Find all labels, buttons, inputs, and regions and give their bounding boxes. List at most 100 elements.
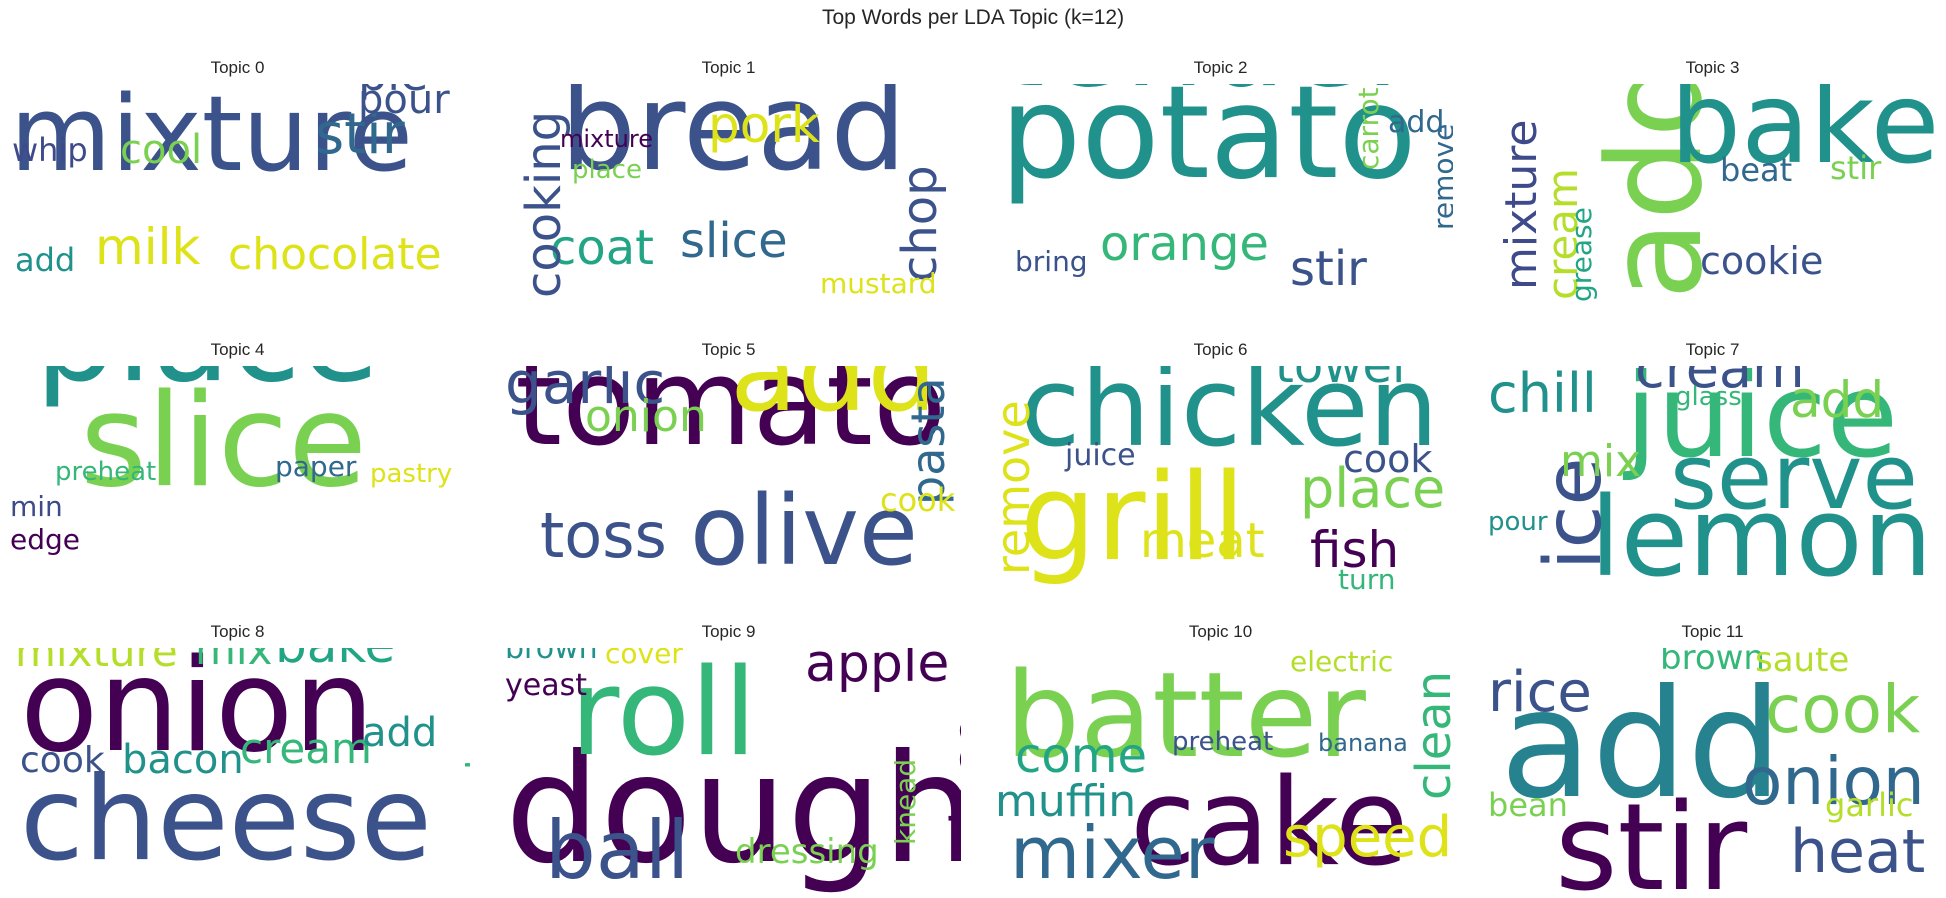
cloud-word: cream xyxy=(1635,366,1805,400)
cloud-word: bring xyxy=(1015,244,1088,278)
word-cloud: placeslicecutfoillinepreheatpaperpastrym… xyxy=(5,366,470,616)
figure-title: Top Words per LDA Topic (k=12) xyxy=(821,6,1125,29)
cloud-word: chicken xyxy=(1020,366,1439,471)
cloud-word: pastry xyxy=(370,459,453,490)
cloud-word: bean xyxy=(1488,786,1568,825)
cloud-word: mixture xyxy=(15,648,178,677)
cloud-word: milk xyxy=(95,218,201,276)
cloud-word: potato xyxy=(1000,84,1417,208)
cloud-word: juice xyxy=(1065,438,1136,473)
cloud-word: chop xyxy=(892,165,948,282)
cloud-word: garlic xyxy=(1825,786,1914,825)
cloud-word: garlic xyxy=(505,366,666,417)
cloud-word: mustard xyxy=(820,266,937,300)
cloud-word: cook xyxy=(880,481,956,520)
cloud-word: edge xyxy=(10,522,80,556)
cloud-word: min xyxy=(10,489,63,523)
cloud-word: boil xyxy=(1308,84,1377,86)
cloud-word: cool xyxy=(120,127,203,173)
cloud-word: knead xyxy=(889,758,922,845)
cloud-word: chocolate xyxy=(228,228,442,280)
word-cloud: tomatoaddolivegarlictossonionpastasaladp… xyxy=(496,366,961,616)
cloud-word: pour xyxy=(358,84,450,123)
word-cloud: juice lemon serve ice chill cream add mix glass p… xyxy=(1480,366,1945,616)
cloud-word: banana xyxy=(1318,728,1408,757)
cloud-word: slice xyxy=(80,366,367,516)
topic-panel: Topic 2tenderpotatoorangestircoverboilad… xyxy=(988,58,1453,334)
cloud-word: bread xyxy=(560,84,907,198)
cloud-word: add xyxy=(15,241,76,280)
cloud-word: stir xyxy=(1290,240,1367,297)
cloud-word: place xyxy=(1300,456,1446,520)
cloud-word: slice xyxy=(680,212,788,269)
cloud-word: yeast xyxy=(505,668,587,703)
cloud-word: mix xyxy=(1560,435,1642,487)
cloud-word: cover xyxy=(605,648,683,670)
cloud-word: heat xyxy=(1790,817,1926,887)
cloud-word: whip xyxy=(12,131,88,170)
topic-title: Topic 5 xyxy=(701,340,756,359)
cloud-word: bake xyxy=(275,648,395,670)
cloud-word: serve xyxy=(1670,425,1918,530)
cloud-word: toss xyxy=(540,499,667,573)
cloud-word: remove xyxy=(1427,123,1453,230)
cloud-word: cook xyxy=(20,740,105,782)
topic-panel: Topic 3mixaddbakecookiemixturecreamvanil… xyxy=(1480,58,1945,334)
cloud-word: orange xyxy=(1100,215,1269,272)
cloud-word: bake xyxy=(1670,84,1940,190)
cloud-word: coat xyxy=(550,219,654,276)
cloud-word: olive xyxy=(690,475,918,588)
cloud-word: carrot xyxy=(1352,87,1385,170)
cloud-word: speed xyxy=(1283,805,1453,871)
cloud-word: bacon xyxy=(122,737,244,783)
cloud-word: place xyxy=(572,155,642,186)
cloud-word: pie xyxy=(358,84,428,97)
cloud-word: place xyxy=(35,366,379,401)
cloud-word: fish xyxy=(1310,521,1400,579)
cloud-word: grill xyxy=(1020,449,1246,588)
cloud-word: beat xyxy=(1720,151,1793,190)
cloud-word: tender xyxy=(995,84,1418,106)
cloud-word: preheat xyxy=(55,457,157,488)
topic-panel: Topic 5 tomato add olive garlic toss onion past… xyxy=(496,340,961,616)
topic-title: Topic 2 xyxy=(1193,58,1248,77)
cloud-word: mixer xyxy=(1010,811,1215,896)
cloud-word: cream xyxy=(22,84,399,96)
cloud-word: apple xyxy=(805,648,950,695)
cloud-word: dough xyxy=(505,723,961,897)
cloud-word: onion xyxy=(20,648,375,781)
topic-panel: Topic 1spraybreadporkcoatslicecookingcho… xyxy=(496,58,961,334)
cloud-word: remove xyxy=(988,400,1040,575)
word-cloud: creammixturestir milk chocolate piepour cool… xyxy=(5,84,470,334)
topic-panel: Topic 7 juice lemon serve ice chill cream add mi… xyxy=(1480,340,1945,616)
cloud-word: add xyxy=(1500,658,1783,832)
cloud-word: brown xyxy=(459,652,470,770)
cloud-word: dressing xyxy=(735,831,879,872)
topic-title: Topic 6 xyxy=(1193,340,1248,359)
word-cloud: mixaddbakecookiemixturecreamvanillabeats… xyxy=(1480,84,1945,334)
topic-title: Topic 9 xyxy=(701,622,756,641)
cloud-word: juice xyxy=(1625,366,1899,485)
topic-panel: Topic 0 creammixturestir milk chocolate piep… xyxy=(5,58,470,334)
cloud-word: clean xyxy=(1406,670,1453,800)
cloud-word: pour xyxy=(1488,507,1548,538)
cloud-word: glass xyxy=(1675,382,1742,413)
cloud-word: roll xyxy=(570,648,757,783)
cloud-word: muffin xyxy=(995,775,1137,827)
cloud-word: turn xyxy=(1338,562,1396,596)
cloud-word: mixture xyxy=(10,84,413,195)
cloud-word: meat xyxy=(1140,512,1265,569)
cloud-word: ball xyxy=(545,804,690,897)
cloud-word: onion xyxy=(585,390,707,442)
cloud-word: add xyxy=(1388,105,1445,140)
cloud-word: electric xyxy=(1290,648,1394,678)
cloud-word: add xyxy=(362,710,438,756)
word-cloud: batter cake mixer speed come muffin clean elect… xyxy=(988,648,1453,898)
topic-panel: Topic 11 add stir cook onion heat rice brown sau… xyxy=(1480,622,1945,898)
topic-title: Topic 7 xyxy=(1685,340,1740,359)
cloud-word: add xyxy=(730,366,938,436)
cloud-word: add xyxy=(1790,371,1885,429)
